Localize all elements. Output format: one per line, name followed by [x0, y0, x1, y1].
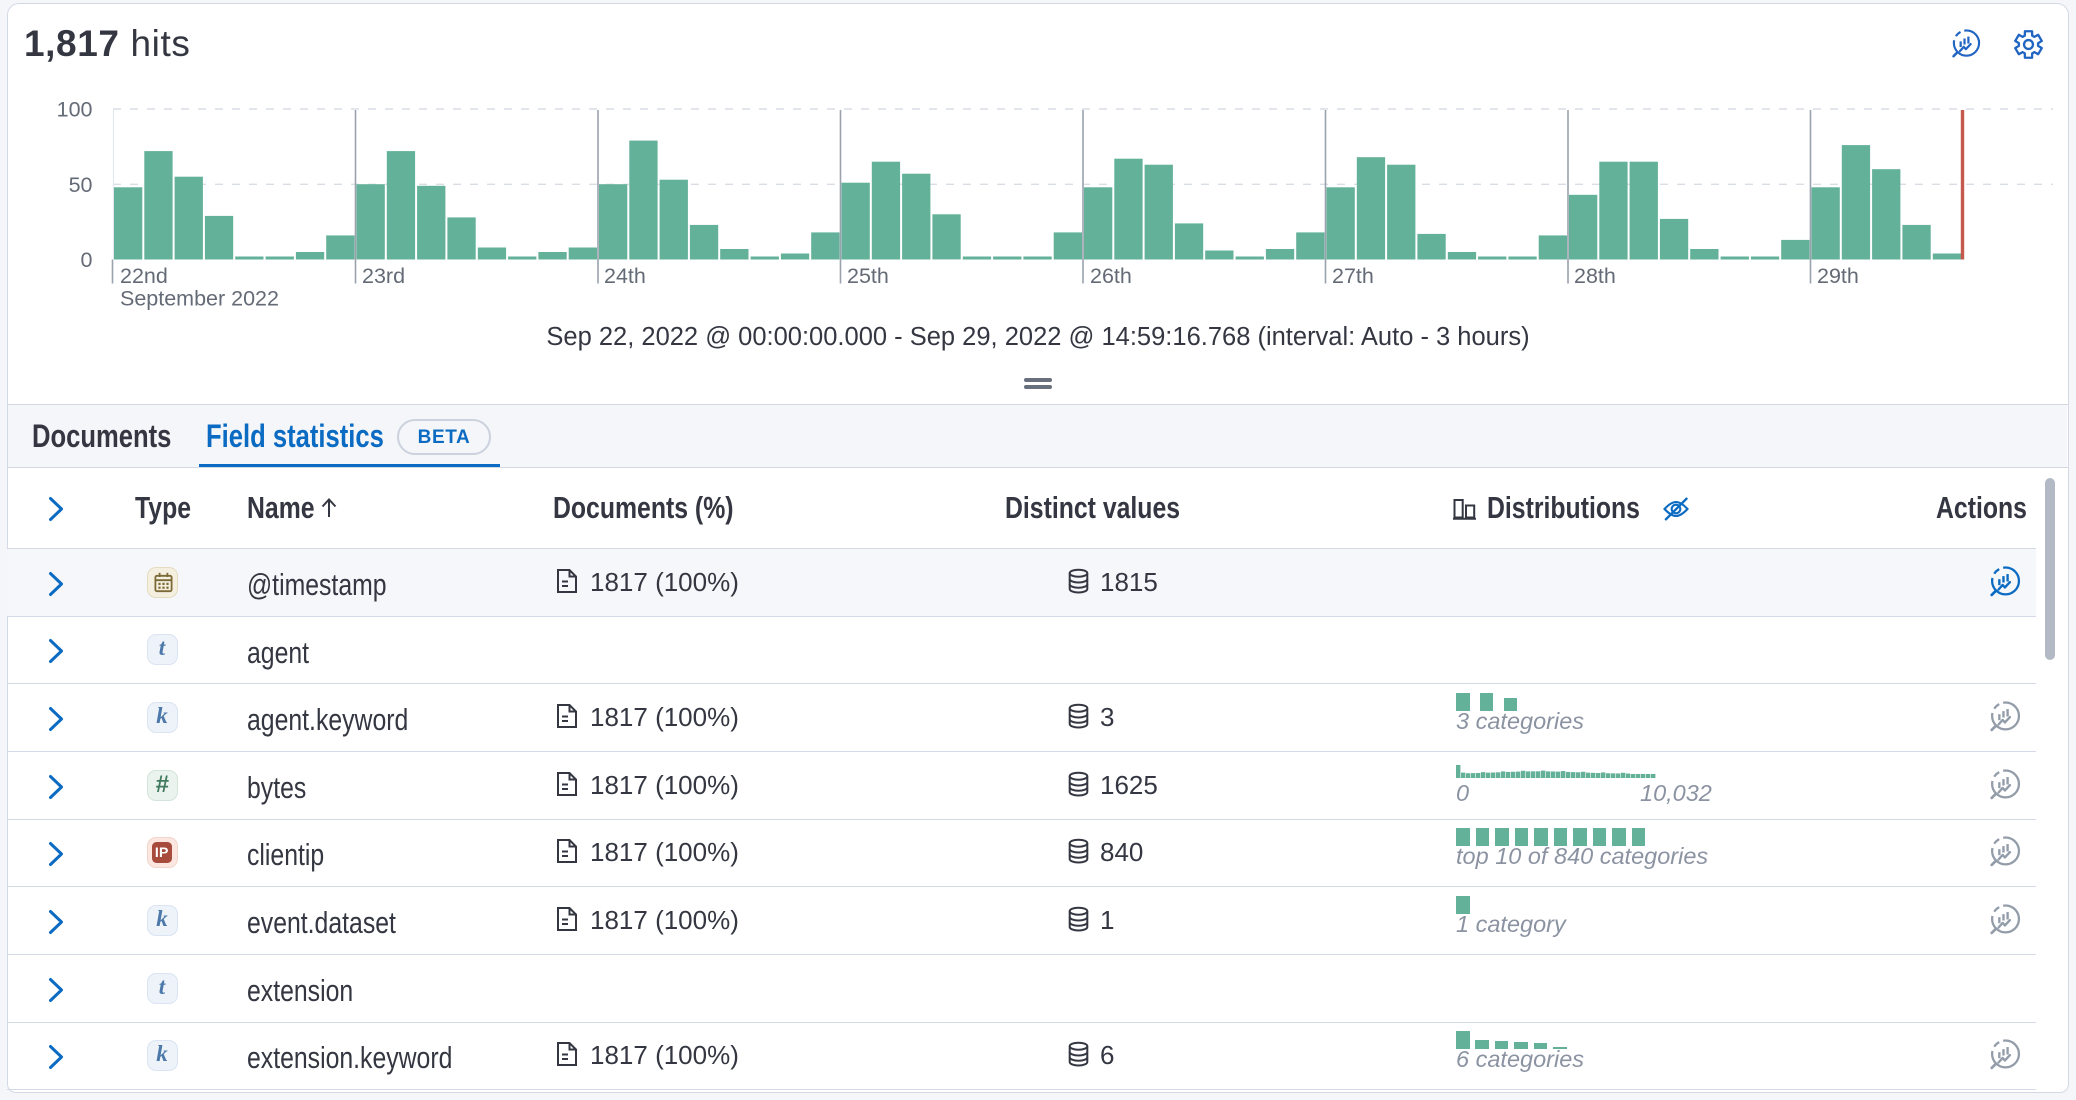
- svg-text:24th: 24th: [604, 264, 646, 288]
- svg-text:28th: 28th: [1574, 264, 1616, 288]
- svg-text:23rd: 23rd: [362, 264, 405, 288]
- svg-text:0: 0: [81, 248, 93, 272]
- svg-text:27th: 27th: [1332, 264, 1374, 288]
- svg-text:29th: 29th: [1817, 264, 1859, 288]
- svg-text:26th: 26th: [1090, 264, 1132, 288]
- svg-text:25th: 25th: [847, 264, 889, 288]
- svg-text:100: 100: [57, 98, 93, 122]
- svg-text:50: 50: [69, 173, 93, 197]
- svg-text:September 2022: September 2022: [120, 287, 279, 311]
- svg-text:22nd: 22nd: [120, 264, 168, 288]
